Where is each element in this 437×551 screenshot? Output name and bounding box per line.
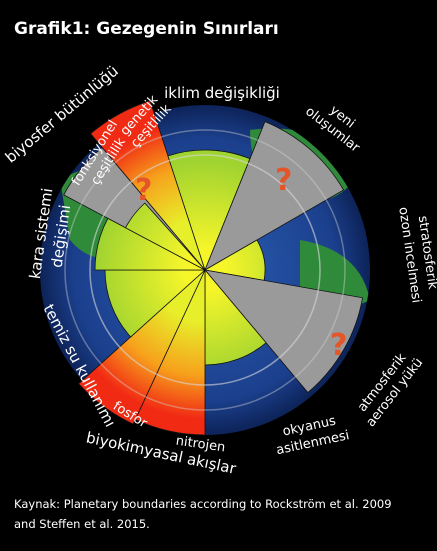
question-mark: ?: [330, 328, 347, 363]
ring: [64, 129, 346, 411]
wedge: [204, 268, 267, 366]
caption: Kaynak: Planetary boundaries according t…: [14, 497, 392, 511]
wedge: [90, 100, 206, 271]
label: iklim değişikliği: [164, 84, 280, 102]
wedge: [78, 269, 206, 425]
question-mark: ?: [135, 173, 152, 208]
wedge: [104, 269, 207, 338]
wedge: [167, 149, 251, 272]
caption: and Steffen et al. 2015.: [14, 517, 150, 531]
safe-ring: [89, 154, 321, 386]
wedge: [203, 269, 364, 394]
wedge: [204, 121, 345, 271]
wedges: [63, 100, 364, 436]
question-mark: ?: [275, 163, 292, 198]
label: nitrojen: [175, 434, 226, 456]
title: Grafik1: Gezegenin Sınırları: [14, 19, 279, 39]
wedge: [124, 202, 206, 271]
caption-bg: [0, 488, 437, 551]
wedge: [94, 217, 206, 271]
